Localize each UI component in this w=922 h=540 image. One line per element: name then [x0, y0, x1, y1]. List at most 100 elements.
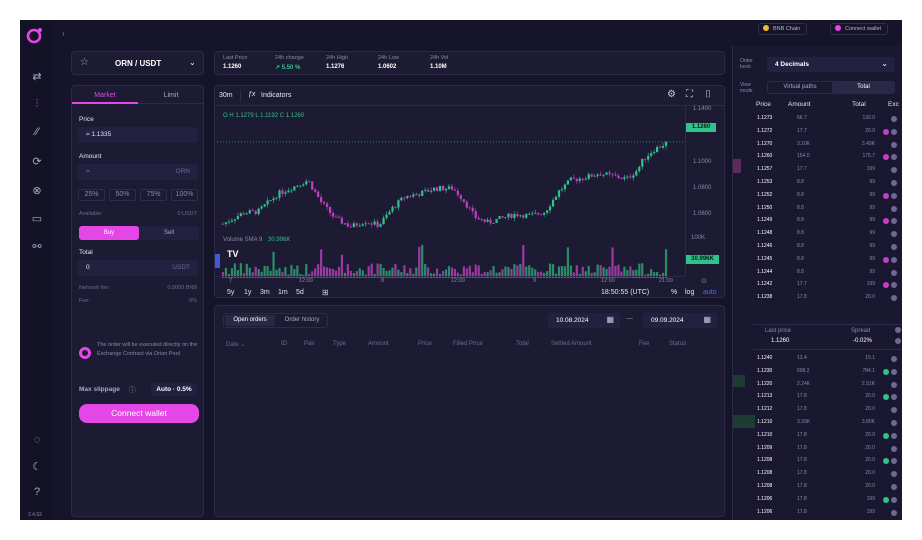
total-input[interactable]: 0 USDT — [78, 260, 198, 276]
settings-gear-icon[interactable]: ⚙ — [667, 89, 676, 100]
help-icon[interactable]: ? — [33, 486, 41, 498]
ask-row[interactable]: 1.1253 8.8 99 — [755, 176, 902, 189]
ask-row[interactable]: 1.1273 66.7 130.0 — [755, 112, 902, 125]
volume-bar — [409, 268, 412, 278]
bid-row[interactable]: 1.1210 17.8 20.0 — [755, 429, 902, 442]
volume-bar — [314, 268, 317, 278]
amount-input[interactable]: ≈ ORN — [78, 164, 198, 180]
scale-auto[interactable]: auto — [703, 289, 717, 296]
sell-button[interactable]: Sell — [163, 230, 174, 236]
percent-75-button[interactable]: 75% — [140, 189, 167, 201]
bid-row[interactable]: 1.1208 17.8 20.0 — [755, 467, 902, 480]
wallet-icon[interactable]: ▭ — [31, 213, 43, 225]
ask-row[interactable]: 1.1246 8.8 99 — [755, 240, 902, 253]
expand-chevron-icon[interactable]: › — [62, 29, 65, 38]
date-range-icon[interactable]: ⊞ — [322, 288, 329, 297]
volume-bar — [581, 266, 584, 278]
tab-open-orders[interactable]: Open orders — [225, 315, 275, 326]
indicators-icon[interactable]: ƒx — [248, 91, 256, 98]
decimals-selector[interactable]: 4 Decimals ⌄ — [767, 57, 895, 72]
connect-wallet-button[interactable]: Connect wallet — [79, 404, 199, 423]
ask-row[interactable]: 1.1257 17.7 199 — [755, 163, 902, 176]
topbar-connect-label: Connect wallet — [845, 26, 882, 32]
percent-buttons: 25% 50% 75% 100% — [78, 189, 198, 201]
ask-row[interactable]: 1.1272 17.7 20.0 — [755, 125, 902, 138]
bid-row[interactable]: 1.1240 13.4 15.1 — [755, 352, 902, 365]
range-5d[interactable]: 5d — [296, 289, 304, 296]
col-date[interactable]: Date ⌄ — [226, 342, 246, 348]
candle — [331, 210, 335, 220]
bid-row[interactable]: 1.1208 17.8 20.0 — [755, 454, 902, 467]
indicators-button[interactable]: Indicators — [261, 92, 292, 99]
candlestick-chart[interactable] — [217, 108, 687, 288]
ask-row[interactable]: 1.1252 8.8 99 — [755, 189, 902, 202]
volume-bar — [275, 269, 278, 278]
percent-50-button[interactable]: 50% — [109, 189, 136, 201]
tab-order-history[interactable]: Order history — [284, 317, 320, 323]
bid-row[interactable]: 1.1212 17.8 20.0 — [755, 403, 902, 416]
chain-selector[interactable]: BNB Chain — [758, 23, 808, 35]
bid-row[interactable]: 1.1220 2.24K 2.51K — [755, 378, 902, 391]
time-axis-settings-icon[interactable]: ⊙ — [701, 278, 707, 285]
star-icon[interactable]: ☆ — [80, 57, 89, 68]
ask-row[interactable]: 1.1249 8.8 99 — [755, 214, 902, 227]
ask-row[interactable]: 1.1250 8.8 99 — [755, 202, 902, 215]
bid-row[interactable]: 1.1206 17.8 199 — [755, 493, 902, 506]
bid-row[interactable]: 1.1208 17.8 20.0 — [755, 480, 902, 493]
bid-row[interactable]: 1.1230 698.2 784.1 — [755, 365, 902, 378]
scale-percent[interactable]: % — [671, 289, 678, 296]
ask-row[interactable]: 1.1248 8.8 99 — [755, 227, 902, 240]
pools-icon[interactable]: ⁄⁄ — [35, 126, 39, 138]
ask-row[interactable]: 1.1245 8.8 99 — [755, 253, 902, 266]
percent-25-button[interactable]: 25% — [78, 189, 105, 201]
candle — [349, 223, 352, 228]
bid-row[interactable]: 1.1213 17.8 20.0 — [755, 390, 902, 403]
orion-logo-icon[interactable] — [26, 26, 44, 44]
percent-100-button[interactable]: 100% — [171, 189, 198, 201]
interval-selector[interactable]: 30m — [219, 92, 233, 99]
dark-mode-icon[interactable]: ☾ — [32, 461, 42, 473]
ask-price: 1.1272 — [757, 127, 773, 134]
col-amount: Amount — [368, 341, 389, 347]
ask-row[interactable]: 1.1260 154.0 175.7 — [755, 150, 902, 163]
add-liquidity-icon[interactable]: ⟳ — [32, 156, 42, 168]
pair-selector[interactable]: ☆ ORN / USDT ⌄ — [71, 51, 204, 75]
bid-row[interactable]: 1.1210 3.39K 3.80K — [755, 416, 902, 429]
ask-row[interactable]: 1.1238 17.8 20.0 — [755, 291, 902, 304]
view-total[interactable]: Total — [832, 82, 895, 93]
range-3m[interactable]: 3m — [260, 289, 270, 296]
bid-row[interactable]: 1.1206 17.8 199 — [755, 506, 902, 519]
ask-row[interactable]: 1.1242 17.7 199 — [755, 278, 902, 291]
ask-row[interactable]: 1.1244 8.8 99 — [755, 266, 902, 279]
range-1y[interactable]: 1y — [244, 289, 252, 296]
slippage-selector[interactable]: Auto · 0.5% — [151, 383, 197, 396]
camera-icon[interactable]: ⌷ — [705, 89, 711, 100]
chat-icon[interactable]: ◌ — [33, 434, 41, 446]
trade-chart-icon[interactable]: ⫶ — [35, 98, 39, 110]
link-icon[interactable]: ⚯ — [32, 241, 42, 253]
bid-row[interactable]: 1.1209 17.8 20.0 — [755, 442, 902, 455]
date-to-input[interactable]: 09.09.2024 ▦ — [643, 313, 717, 328]
buy-button[interactable]: Buy — [79, 226, 139, 240]
range-5y[interactable]: 5y — [227, 289, 235, 296]
topbar-connect-wallet-button[interactable]: Connect wallet — [830, 23, 889, 35]
candle — [596, 173, 599, 179]
tab-limit[interactable]: Limit — [163, 92, 179, 99]
swap-icon[interactable]: ⇄ — [32, 71, 42, 83]
ask-row[interactable]: 1.1270 3.10K 3.49K — [755, 138, 902, 151]
info-icon[interactable]: ⓘ — [129, 387, 136, 394]
candle — [251, 208, 254, 212]
date-from-input[interactable]: 10.08.2024 ▦ — [548, 313, 620, 328]
range-1m[interactable]: 1m — [278, 289, 288, 296]
view-virtual-paths[interactable]: Virtual paths — [783, 84, 817, 90]
tab-market[interactable]: Market — [94, 92, 116, 99]
bid-row[interactable]: 1.1205 17.8 199 — [755, 518, 902, 520]
volume-bar — [343, 272, 347, 278]
price-input[interactable]: ≈ 1.1335 — [78, 127, 198, 143]
chart-expand-handle[interactable] — [215, 254, 220, 268]
candle — [599, 171, 602, 176]
bridge-icon[interactable]: ⊗ — [32, 185, 42, 197]
scale-log[interactable]: log — [685, 289, 695, 296]
fullscreen-icon[interactable]: ⛶ — [686, 89, 693, 100]
ask-amount: 8.8 — [797, 255, 804, 262]
